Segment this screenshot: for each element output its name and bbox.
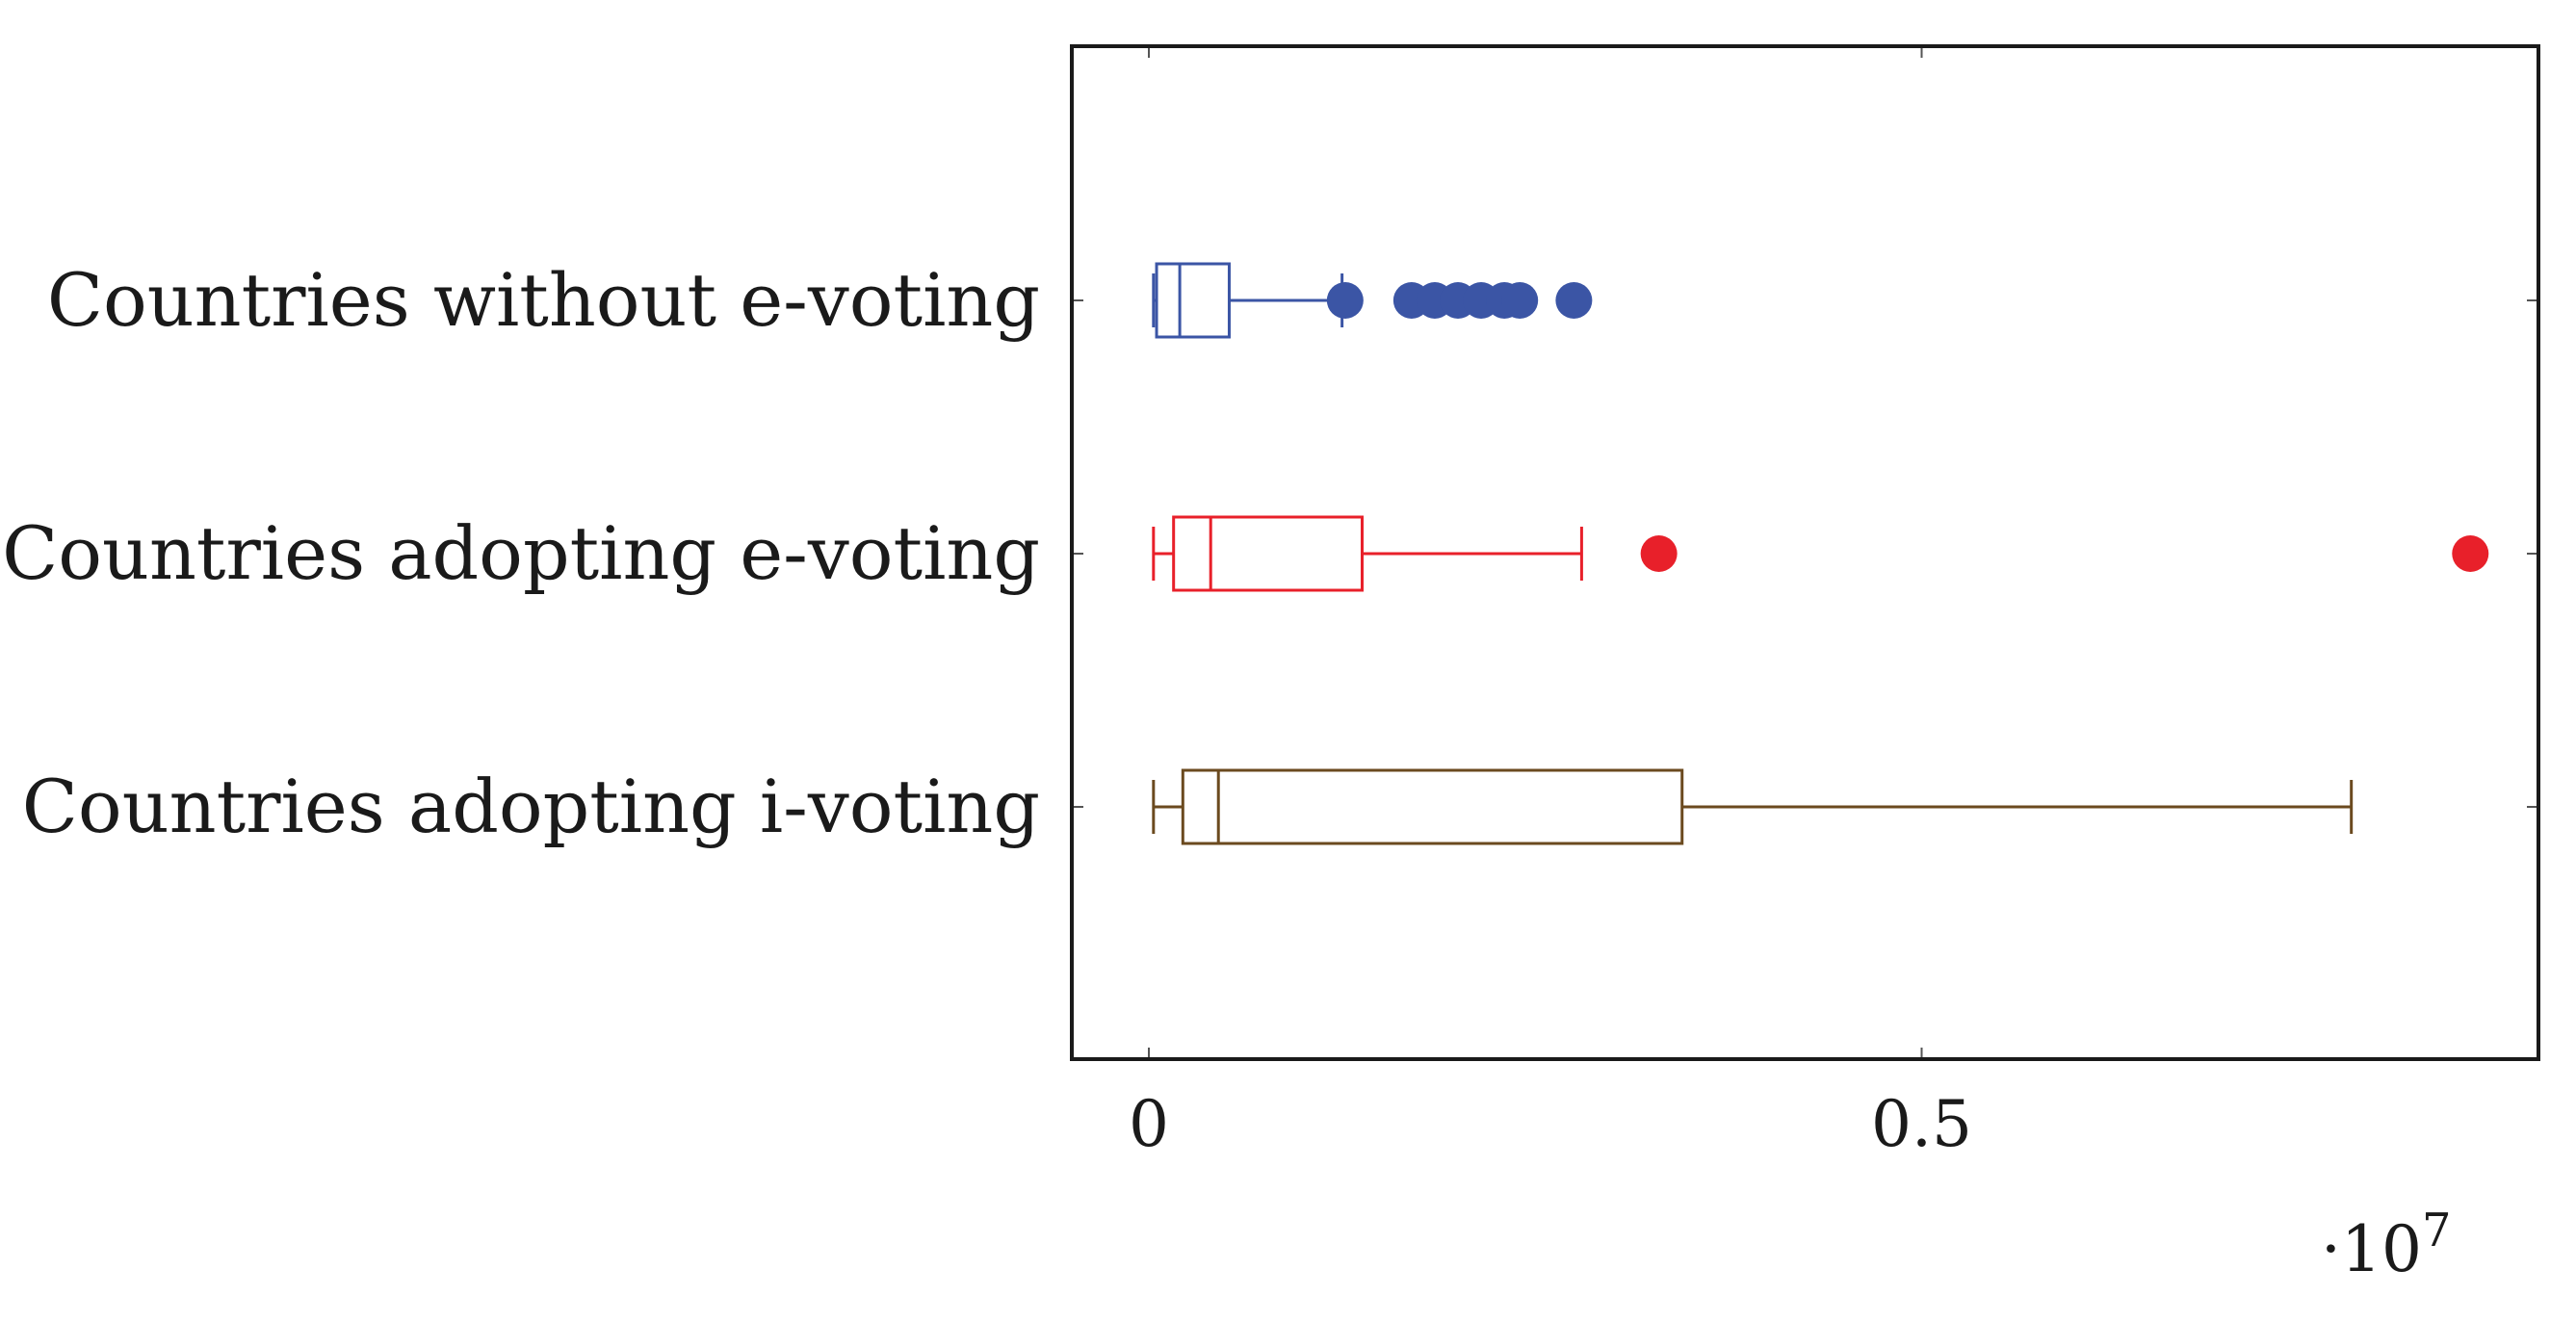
box-series (1152, 515, 2489, 592)
box-series (1152, 262, 1593, 339)
axis-scale-label: ·107 (2321, 1204, 2452, 1286)
plot-frame (1070, 44, 2540, 1061)
category-label: Countries without e-voting (47, 257, 1040, 343)
outlier-point (1326, 282, 1364, 319)
outlier-point (1640, 535, 1678, 572)
chart-marks (1152, 262, 2489, 845)
outlier-point (2452, 535, 2489, 572)
category-label: Countries adopting e-voting (2, 510, 1040, 596)
box-series (1152, 768, 2354, 845)
outlier-point (1555, 282, 1593, 319)
axis-scale-prefix: ·10 (2321, 1212, 2422, 1286)
iqr-box (1181, 768, 1684, 845)
x-tick-label: 0 (1129, 1087, 1169, 1161)
outlier-point (1501, 282, 1539, 319)
category-label: Countries adopting i-voting (22, 764, 1040, 849)
iqr-box (1172, 515, 1364, 592)
iqr-box (1155, 262, 1231, 339)
x-tick-label: 0.5 (1871, 1087, 1972, 1161)
axis-scale-exponent: 7 (2422, 1204, 2452, 1257)
plot-area (1072, 46, 2538, 1059)
